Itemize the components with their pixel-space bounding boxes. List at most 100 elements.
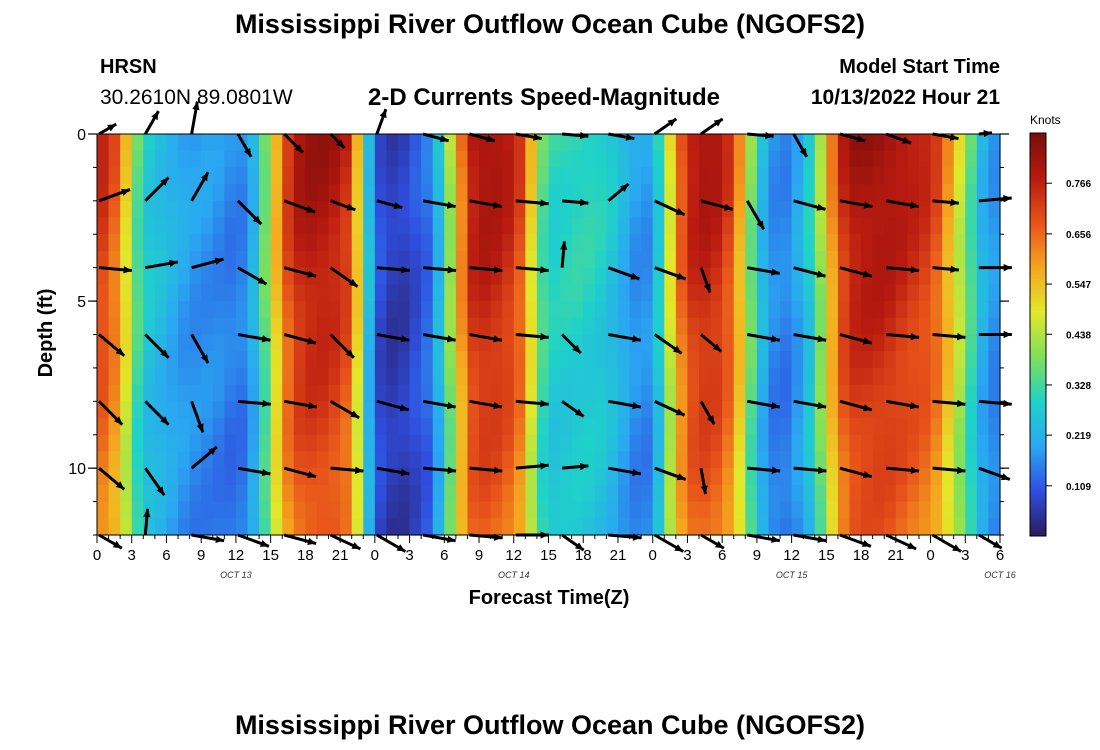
chart-subtitle: 2-D Currents Speed-Magnitude bbox=[368, 84, 721, 111]
heatmap-cell bbox=[652, 468, 665, 486]
heatmap-cell bbox=[224, 501, 237, 519]
heatmap-cell bbox=[942, 217, 955, 235]
current-vector bbox=[191, 533, 225, 543]
heatmap-cell bbox=[455, 200, 469, 219]
heatmap-cell bbox=[918, 384, 932, 402]
heatmap-cell bbox=[212, 334, 225, 352]
heatmap-cell bbox=[525, 184, 538, 202]
heatmap-cell bbox=[386, 317, 399, 336]
heatmap-cell bbox=[699, 418, 712, 436]
heatmap-cell bbox=[837, 501, 851, 519]
x-tick-label: 6 bbox=[718, 547, 726, 564]
heatmap-cell bbox=[837, 418, 851, 436]
heatmap-cell bbox=[571, 184, 584, 202]
heatmap-cell bbox=[224, 234, 237, 252]
current-vector bbox=[190, 171, 210, 202]
heatmap-cell bbox=[606, 184, 619, 202]
heatmap-cell bbox=[340, 167, 353, 185]
heatmap-cell bbox=[270, 134, 283, 152]
heatmap-cell bbox=[560, 150, 573, 169]
current-vector bbox=[699, 400, 716, 425]
heatmap-cell bbox=[733, 418, 746, 436]
heatmap-cell bbox=[490, 284, 503, 302]
heatmap-cell bbox=[525, 367, 538, 386]
heatmap-cell bbox=[861, 301, 874, 319]
heatmap-cell bbox=[768, 351, 781, 369]
heatmap-cell bbox=[965, 167, 978, 185]
heatmap-cell bbox=[212, 317, 225, 336]
heatmap-cell bbox=[120, 518, 133, 536]
heatmap-cell bbox=[432, 284, 445, 302]
heatmap-cell bbox=[259, 250, 272, 269]
heatmap-cell bbox=[560, 284, 573, 302]
heatmap-cell bbox=[768, 317, 781, 336]
heatmap-cell bbox=[814, 418, 827, 436]
heatmap-cell bbox=[131, 367, 144, 386]
heatmap-cell bbox=[861, 501, 874, 519]
heatmap-cell bbox=[733, 501, 746, 519]
heatmap-cell bbox=[259, 184, 272, 202]
heatmap-cell bbox=[768, 451, 781, 469]
heatmap-cell bbox=[351, 317, 364, 336]
heatmap-cell bbox=[143, 250, 156, 269]
heatmap-cell bbox=[884, 250, 897, 269]
heatmap-cell bbox=[733, 184, 746, 202]
heatmap-cell bbox=[305, 418, 318, 436]
heatmap-cell bbox=[328, 250, 341, 269]
current-vector bbox=[330, 466, 364, 474]
heatmap-cell bbox=[374, 451, 388, 469]
heatmap-cell bbox=[594, 451, 607, 469]
current-vector bbox=[237, 333, 271, 343]
heatmap-cell bbox=[826, 468, 839, 486]
heatmap-cell bbox=[722, 501, 735, 519]
current-vector bbox=[560, 241, 568, 268]
current-vector bbox=[561, 333, 582, 355]
heatmap-cell bbox=[953, 484, 966, 503]
heatmap-cell bbox=[918, 184, 932, 202]
current-vector bbox=[932, 466, 966, 474]
heatmap-cell bbox=[201, 384, 214, 402]
heatmap-cell bbox=[166, 267, 179, 285]
heatmap-cell bbox=[930, 267, 943, 285]
heatmap-cell bbox=[988, 518, 1001, 536]
heatmap-cell bbox=[803, 184, 816, 202]
current-vector bbox=[608, 333, 642, 343]
current-vector bbox=[283, 399, 317, 410]
heatmap-cell bbox=[826, 184, 839, 202]
heatmap-cell bbox=[363, 250, 376, 269]
heatmap-cell bbox=[536, 250, 550, 269]
heatmap-cell bbox=[722, 351, 735, 369]
heatmap-cell bbox=[606, 518, 619, 536]
heatmap-cell bbox=[594, 234, 607, 252]
heatmap-cell bbox=[259, 134, 272, 152]
heatmap-cell bbox=[421, 351, 434, 369]
heatmap-cell bbox=[143, 284, 156, 302]
heatmap-cell bbox=[930, 367, 943, 386]
heatmap-cell bbox=[942, 234, 955, 252]
heatmap-cell bbox=[664, 367, 677, 386]
heatmap-cell bbox=[826, 351, 839, 369]
heatmap-cell bbox=[502, 234, 515, 252]
heatmap-cell bbox=[247, 184, 260, 202]
heatmap-cell bbox=[513, 200, 526, 219]
heatmap-cell bbox=[768, 217, 781, 235]
heatmap-cell bbox=[293, 217, 306, 235]
heatmap-cell bbox=[861, 150, 874, 169]
current-vector bbox=[191, 257, 224, 270]
heatmap-cell bbox=[965, 317, 978, 336]
heatmap-cell bbox=[120, 150, 133, 169]
heatmap-cell bbox=[756, 518, 770, 536]
heatmap-cell bbox=[479, 451, 492, 469]
heatmap-cell bbox=[525, 317, 538, 336]
heatmap-cell bbox=[687, 250, 700, 269]
heatmap-cell bbox=[571, 468, 584, 486]
heatmap-cell bbox=[259, 401, 272, 419]
heatmap-cell bbox=[201, 418, 214, 436]
heatmap-cell bbox=[421, 217, 434, 235]
heatmap-cell bbox=[722, 167, 735, 185]
heatmap-cell bbox=[733, 367, 746, 386]
heatmap-cell bbox=[270, 301, 283, 319]
heatmap-cell bbox=[97, 434, 110, 453]
heatmap-cell bbox=[687, 418, 700, 436]
